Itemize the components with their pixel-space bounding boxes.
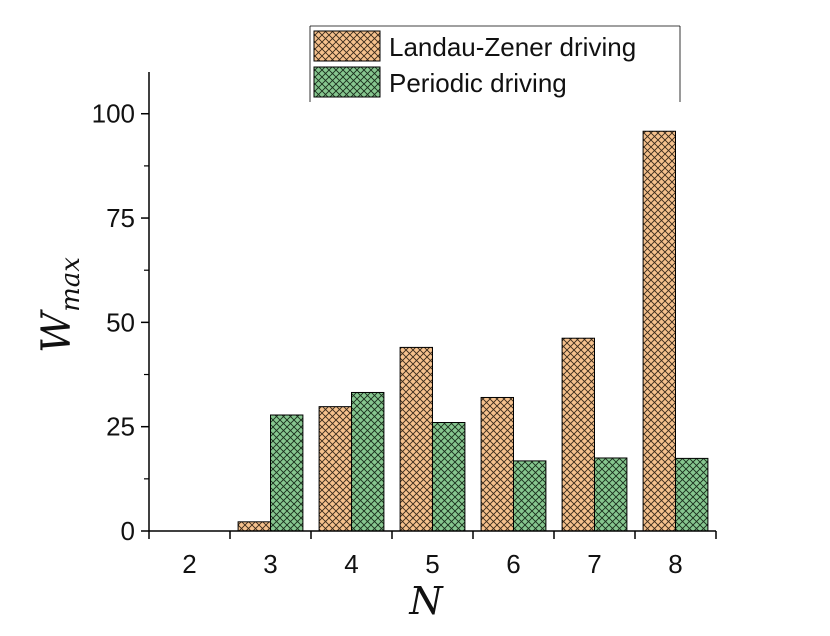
legend-label-landau-zener: Landau-Zener driving [389,32,636,62]
y-axis-title: Wmax [34,257,86,353]
x-tick-label: 4 [344,549,358,579]
svg-text:Wmax: Wmax [34,257,86,353]
legend-swatch-landau-zener [313,30,381,62]
x-tick-label: 6 [506,549,520,579]
y-axis-title-subscript: max [56,257,86,312]
bar-landau-zener-n3 [237,521,272,532]
y-tick-label: 0 [121,516,135,546]
bar-periodic-n4 [351,391,385,532]
y-axis-title-main: W [34,309,80,353]
axes-group [148,72,716,532]
y-tick-label: 75 [106,203,135,233]
bar-periodic-n5 [432,422,466,532]
x-tick-label: 3 [263,549,277,579]
bar-periodic-n7 [594,457,628,532]
bar-landau-zener-n6 [480,396,515,532]
x-tick-label: 2 [182,549,196,579]
bar-periodic-n8 [675,457,709,532]
x-tick-label: 8 [668,549,682,579]
bars-group [237,130,709,532]
bar-landau-zener-n4 [318,406,353,532]
legend: Landau-Zener driving Periodic driving [309,25,681,102]
y-tick-label: 100 [92,99,135,129]
x-axis-title: N [408,579,444,623]
bar-landau-zener-n7 [561,337,595,532]
x-tick-label: 7 [587,549,601,579]
x-ticks-group: 2 3 4 5 6 7 8 [148,531,717,579]
bar-landau-zener-n5 [399,346,434,532]
bar-periodic-n3 [270,414,304,532]
y-tick-label: 25 [106,412,135,442]
bar-landau-zener-n8 [642,130,676,532]
x-tick-label: 5 [425,549,439,579]
bar-periodic-n6 [513,460,547,532]
y-tick-label: 50 [106,307,135,337]
legend-label-periodic: Periodic driving [389,68,567,98]
y-ticks-group: 0 25 50 75 100 [92,99,149,546]
legend-swatch-periodic [313,66,381,98]
